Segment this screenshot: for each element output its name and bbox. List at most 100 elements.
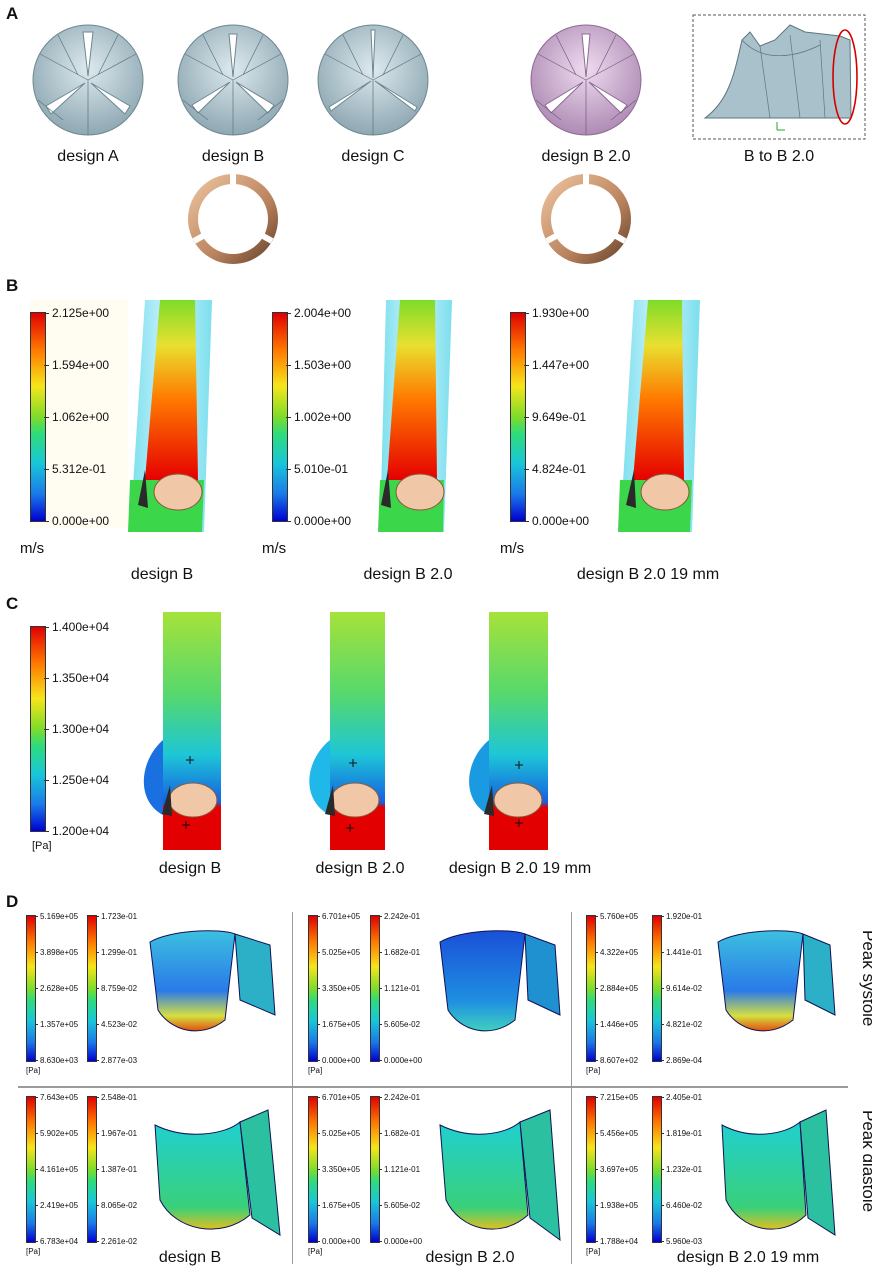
panel-d-letter: D [6,892,19,911]
caption-stress-b2: design B 2.0 [425,1249,515,1266]
tick: 8.630e+03 [34,1056,79,1065]
design-c-valve [317,24,429,136]
tick: 1.447e+00 [523,358,590,372]
stress-unit: [Pa] [308,1066,323,1075]
tick: 7.215e+05 [594,1093,639,1102]
tick: 4.523e-02 [95,1020,138,1029]
stress-unit: [Pa] [308,1247,323,1256]
tick: 1.002e+00 [285,410,352,424]
tick: 2.405e-01 [660,1093,703,1102]
velocity-unit-3: m/s [500,540,525,557]
caption-stress-b2-19mm: design B 2.0 19 mm [676,1249,820,1266]
caption-velocity-b: design B [130,566,194,583]
tick: 1.723e-01 [95,912,138,921]
tick: 7.643e+05 [34,1093,79,1102]
tick: 1.594e+00 [43,358,110,372]
pressure-design-b [143,612,221,850]
pressure-design-b2 [309,612,385,850]
tick: 6.460e-02 [660,1201,703,1210]
leaflet-diastole-b [154,1109,281,1236]
caption-velocity-b2-19mm: design B 2.0 19 mm [576,566,720,583]
caption-design-b2: design B 2.0 [541,148,631,165]
tick: 4.322e+05 [594,948,639,957]
tick: 1.250e+04 [43,773,110,787]
leaflet-systole-b2-19mm [717,930,836,1032]
design-b2-valve [530,24,642,136]
tick: 2.242e-01 [378,1093,421,1102]
tick: 1.938e+05 [594,1201,639,1210]
tick: 1.350e+04 [43,671,110,685]
tick: 0.000e+00 [43,514,110,528]
tick: 1.121e-01 [378,984,421,993]
legend-background [30,300,128,528]
tick: 1.682e-01 [378,948,421,957]
tick: 0.000e+00 [316,1237,361,1246]
stress-unit: [Pa] [26,1066,41,1075]
tick: 5.960e-03 [660,1237,703,1246]
pressure-field-images [143,612,548,850]
tick: 1.788e+04 [594,1237,639,1246]
caption-velocity-b2: design B 2.0 [363,566,453,583]
design-b2-ring [541,174,631,264]
tick: 4.824e-01 [523,462,587,476]
tick: 1.682e-01 [378,1129,421,1138]
pressure-unit: [Pa] [32,840,52,852]
tick: 2.869e-04 [660,1056,703,1065]
tick: 2.877e-03 [95,1056,138,1065]
panel-a-letter: A [6,4,19,23]
tick: 9.649e-01 [523,410,587,424]
caption-design-c: design C [341,148,405,165]
tick: 4.161e+05 [34,1165,79,1174]
tick: 5.025e+05 [316,1129,361,1138]
tick: 8.607e+02 [594,1056,639,1065]
tick: 3.898e+05 [34,948,79,957]
tick: 5.169e+05 [34,912,79,921]
caption-pressure-b2-19mm: design B 2.0 19 mm [448,860,592,877]
velocity-unit-2: m/s [262,540,287,557]
caption-pressure-b2: design B 2.0 [315,860,405,877]
tick: 6.701e+05 [316,1093,361,1102]
stress-unit: [Pa] [26,1247,41,1256]
tick: 1.503e+00 [285,358,352,372]
stress-unit: [Pa] [586,1247,601,1256]
tick: 1.967e-01 [95,1129,138,1138]
tick: 1.357e+05 [34,1020,79,1029]
tick: 1.232e-01 [660,1165,703,1174]
tick: 2.004e+00 [285,306,352,320]
tick: 5.605e-02 [378,1201,421,1210]
tick: 5.902e+05 [34,1129,79,1138]
tick: 1.387e-01 [95,1165,138,1174]
design-a-valve [32,24,144,136]
velocity-field-images [128,300,700,532]
tick: 1.300e+04 [43,722,110,736]
tick: 5.760e+05 [594,912,639,921]
caption-b-to-b2: B to B 2.0 [743,148,815,165]
tick: 4.821e-02 [660,1020,703,1029]
leaflet-diastole-b2-19mm [721,1109,836,1236]
tick: 2.548e-01 [95,1093,138,1102]
velocity-design-b2-19mm [618,300,700,532]
tick: 5.010e-01 [285,462,349,476]
tick: 1.121e-01 [378,1165,421,1174]
tick: 0.000e+00 [378,1237,423,1246]
tick: 1.446e+05 [594,1020,639,1029]
divider-vertical-2 [571,912,572,1264]
tick: 8.065e-02 [95,1201,138,1210]
tick: 2.125e+00 [43,306,110,320]
tick: 6.701e+05 [316,912,361,921]
tick: 1.930e+00 [523,306,590,320]
leaflet-diastole-b2 [439,1109,561,1242]
leaflet-systole-b [149,930,276,1032]
caption-stress-b: design B [158,1249,222,1266]
tick: 0.000e+00 [285,514,352,528]
caption-design-b: design B [201,148,265,165]
tick: 1.675e+05 [316,1201,361,1210]
tick: 1.200e+04 [43,824,110,838]
tick: 1.441e-01 [660,948,703,957]
tick: 2.419e+05 [34,1201,79,1210]
velocity-design-b [128,300,212,532]
tick: 1.675e+05 [316,1020,361,1029]
tick: 0.000e+00 [523,514,590,528]
panel-c-letter: C [6,594,19,613]
tick: 2.628e+05 [34,984,79,993]
